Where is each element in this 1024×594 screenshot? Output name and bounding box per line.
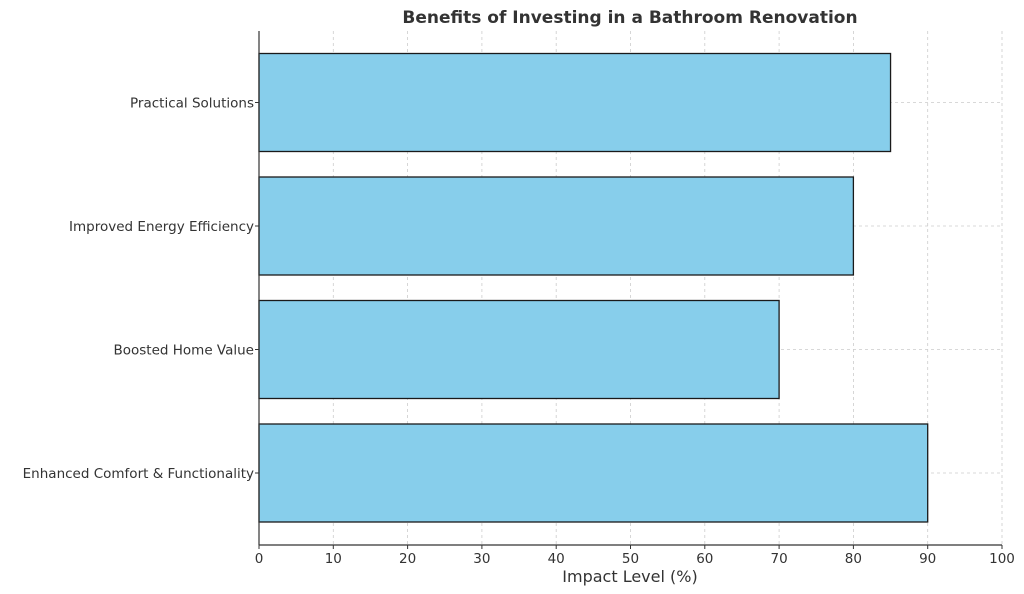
- category-label: Improved Energy Efficiency: [69, 219, 254, 235]
- x-tick-label: 70: [771, 551, 788, 567]
- bar: [258, 52, 892, 153]
- category-label: Practical Solutions: [130, 96, 254, 112]
- x-tick-label: 100: [989, 551, 1015, 567]
- x-tick-label: 30: [473, 551, 490, 567]
- x-tick-label: 90: [919, 551, 936, 567]
- x-tick-label: 50: [622, 551, 639, 567]
- bar: [258, 423, 929, 523]
- x-tick-label: 0: [255, 551, 264, 567]
- bar: [258, 176, 855, 276]
- chart-title: Benefits of Investing in a Bathroom Reno…: [402, 8, 857, 28]
- x-tick-label: 80: [845, 551, 862, 567]
- bar: [258, 299, 780, 400]
- x-tick-label: 60: [696, 551, 713, 567]
- x-tick-labels: 0 10 20 30 40 50 60 70 80 90 100: [255, 551, 1015, 567]
- x-axis-label: Impact Level (%): [562, 567, 697, 586]
- bars: [258, 52, 929, 523]
- x-tick-label: 40: [548, 551, 565, 567]
- x-tick-label: 20: [399, 551, 416, 567]
- category-label: Boosted Home Value: [113, 343, 254, 359]
- x-tick-label: 10: [325, 551, 342, 567]
- category-labels: Enhanced Comfort & Functionality Boosted …: [23, 96, 254, 483]
- axes: [255, 31, 1003, 549]
- category-label: Enhanced Comfort & Functionality: [23, 466, 254, 482]
